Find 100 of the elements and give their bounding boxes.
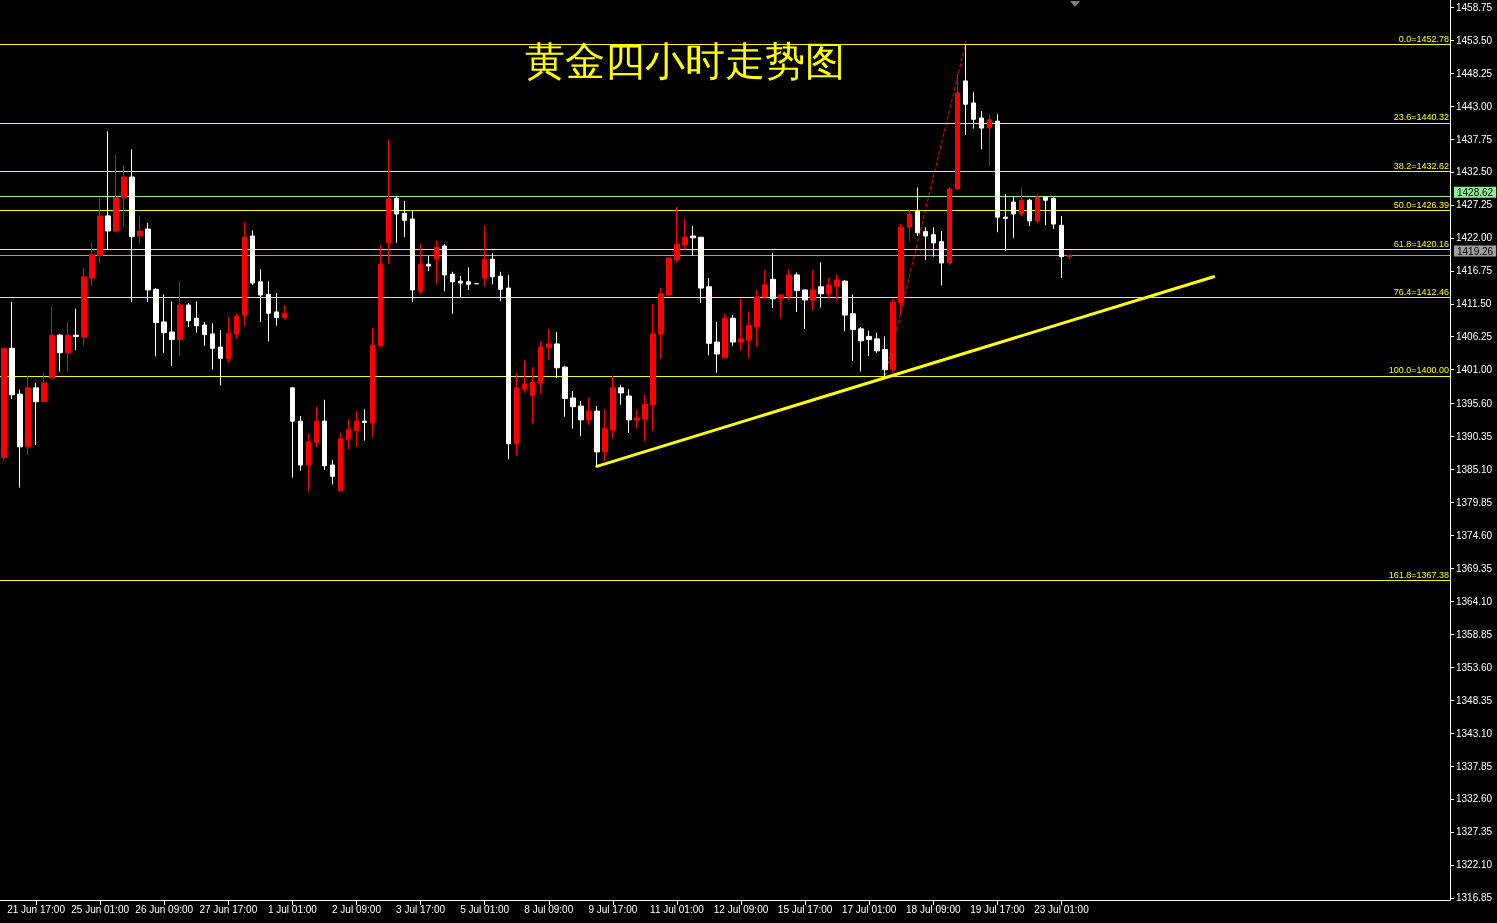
y-tick-label: 1427.25 <box>1456 199 1493 211</box>
candlestick <box>642 394 648 442</box>
candlestick <box>506 274 511 460</box>
x-tick-label: 25 Jun 01:00 <box>71 903 130 915</box>
candlestick <box>963 44 968 136</box>
candlestick <box>514 372 519 457</box>
candlestick <box>450 271 455 315</box>
candlestick <box>730 314 736 347</box>
candlestick <box>145 222 151 303</box>
candlestick <box>1 347 7 462</box>
candlestick <box>161 293 167 354</box>
x-tick-label: 18 Jul 09:00 <box>906 903 961 915</box>
candlestick <box>210 322 215 371</box>
ref-line-label: 61.8=1420.16 <box>1393 238 1449 249</box>
candlestick <box>442 243 447 292</box>
y-tick-label: 1374.60 <box>1456 529 1493 541</box>
candlestick <box>41 372 47 403</box>
candlestick <box>586 397 592 426</box>
candlestick <box>850 293 856 362</box>
candlestick <box>602 408 608 462</box>
candlestick <box>634 409 640 430</box>
candlestick <box>538 340 543 395</box>
x-tick-label: 5 Jul 01:00 <box>460 903 510 915</box>
ref-line-label: 100.0=1400.00 <box>1388 365 1449 376</box>
candlestick <box>378 244 383 348</box>
candlestick <box>947 186 952 266</box>
candlestick <box>490 252 495 285</box>
candlestick <box>1059 215 1064 279</box>
candlestick <box>1067 254 1072 260</box>
candlestick <box>113 153 119 233</box>
candlestick <box>81 267 87 347</box>
x-tick-label: 17 Jul 01:00 <box>841 903 897 915</box>
candlestick <box>49 305 55 380</box>
y-tick-label: 1437.75 <box>1456 133 1493 145</box>
y-tick-label: 1406.25 <box>1456 331 1493 343</box>
candlestick <box>570 390 576 430</box>
candlestick <box>770 252 776 309</box>
candlestick <box>915 187 920 237</box>
candlestick <box>907 209 912 242</box>
candlestick <box>706 277 712 356</box>
y-tick-label: 1379.85 <box>1456 496 1493 508</box>
candlestick <box>426 255 431 272</box>
candlestick <box>1051 196 1056 230</box>
y-tick-label: 1432.50 <box>1456 166 1493 178</box>
y-tick-label: 1348.35 <box>1456 694 1493 706</box>
y-tick-label: 1358.85 <box>1456 628 1493 640</box>
candlestick <box>1003 193 1008 252</box>
candlestick <box>618 384 624 406</box>
candlestick <box>578 400 584 437</box>
y-tick-label: 1364.10 <box>1456 595 1493 607</box>
candlestick <box>890 298 896 374</box>
y-tick-label: 1343.10 <box>1456 727 1493 739</box>
candlestick <box>762 269 768 300</box>
candlestick <box>826 277 832 300</box>
y-tick-label: 1327.35 <box>1456 826 1493 838</box>
candlestick <box>314 406 319 448</box>
candlestick <box>194 300 199 334</box>
candlestick <box>1019 187 1024 217</box>
candlestick <box>418 243 423 295</box>
ref-line-label: 50.0=1426.39 <box>1393 199 1449 210</box>
candlestick <box>482 224 487 287</box>
candlestick <box>698 236 704 304</box>
ref-line-label: 1428.62 <box>1457 186 1494 198</box>
ref-line-label: 0.0=1452.78 <box>1398 34 1449 45</box>
candlestick <box>394 195 399 244</box>
candlestick <box>153 287 159 357</box>
candlestick <box>810 269 816 312</box>
y-tick-label: 1353.60 <box>1456 661 1493 673</box>
candlestick <box>370 327 375 438</box>
candlestick <box>658 287 664 360</box>
candlestick <box>778 293 784 319</box>
candlestick <box>1035 193 1040 224</box>
candlestick <box>346 418 351 450</box>
y-tick-label: 1385.10 <box>1456 463 1493 475</box>
candlestick <box>105 130 111 251</box>
y-tick-label: 1337.85 <box>1456 760 1493 772</box>
candlestick <box>434 239 439 285</box>
candlestick <box>610 375 616 440</box>
candlestick <box>786 268 792 301</box>
candlestick <box>121 164 127 228</box>
candlestick <box>754 289 760 348</box>
candlestick <box>522 359 527 394</box>
y-tick-label: 1448.25 <box>1456 67 1493 79</box>
x-tick-label: 23 Jul 01:00 <box>1034 903 1090 915</box>
candlestick <box>682 218 688 251</box>
candlestick <box>979 110 984 150</box>
candlestick <box>882 335 888 377</box>
x-tick-label: 19 Jul 17:00 <box>970 903 1026 915</box>
candlestick <box>971 91 976 130</box>
candlestick <box>89 241 95 287</box>
y-tick-label: 1411.50 <box>1456 298 1492 310</box>
candlestick <box>858 326 864 373</box>
candlestick <box>274 292 279 327</box>
candlestick <box>834 273 840 302</box>
candlestick <box>137 214 143 245</box>
candlestick <box>466 266 471 291</box>
candlestick <box>9 301 15 400</box>
candlestick <box>738 298 744 352</box>
candlestick <box>362 408 367 442</box>
candlestick <box>923 226 928 261</box>
